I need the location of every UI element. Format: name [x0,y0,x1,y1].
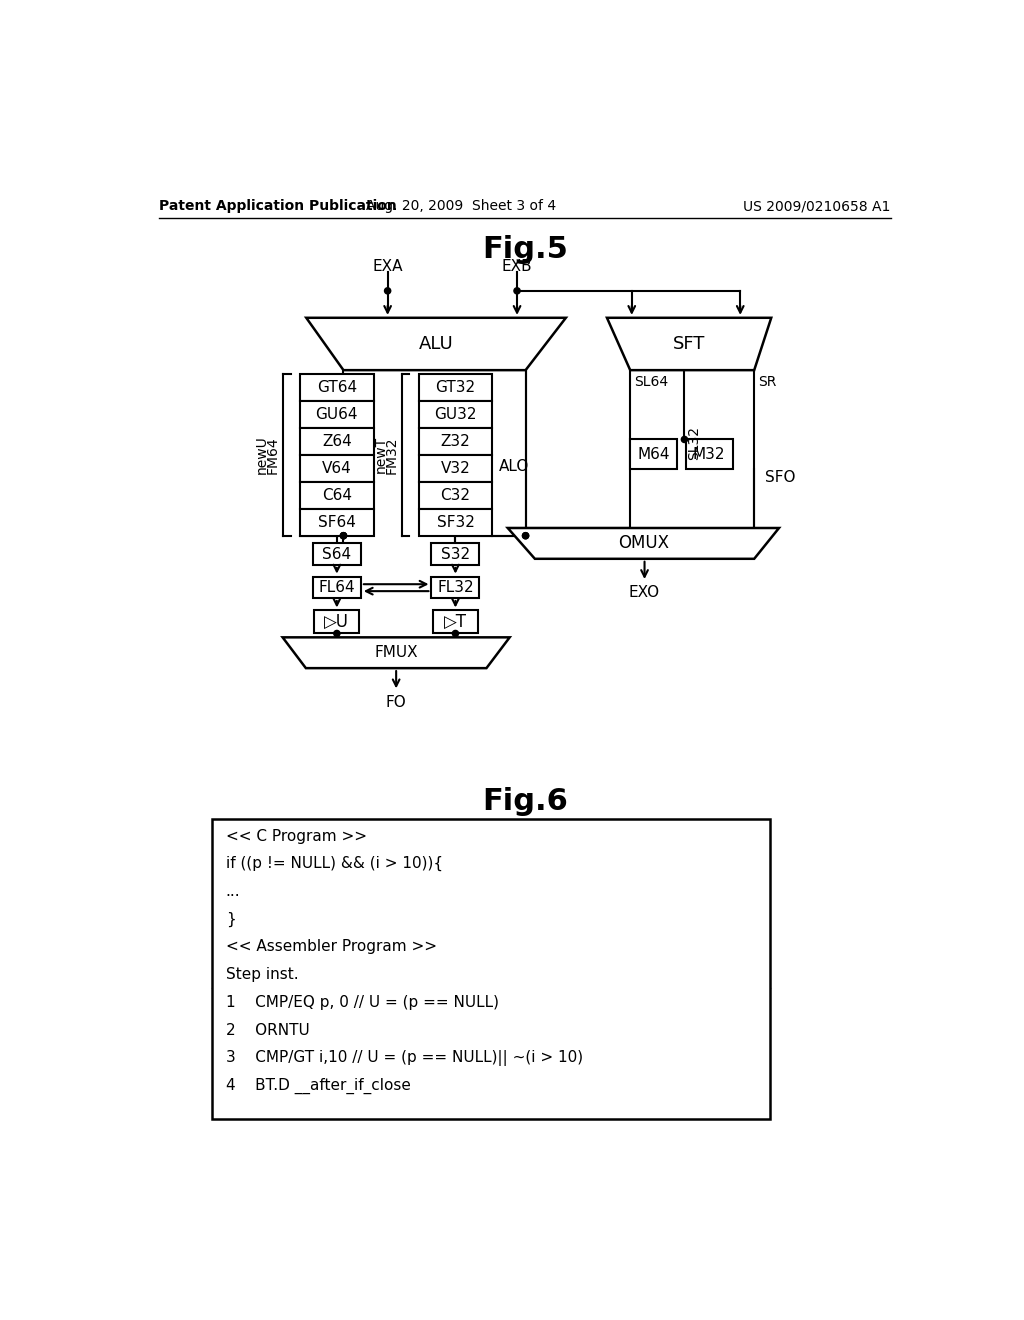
Text: GT64: GT64 [316,380,357,395]
Text: ▷U: ▷U [325,612,349,631]
Text: C32: C32 [440,488,470,503]
Circle shape [522,532,528,539]
Bar [419,482,493,508]
Text: S32: S32 [441,546,470,562]
Circle shape [334,631,340,636]
Bar [300,508,374,536]
Text: << C Program >>: << C Program >> [225,829,367,843]
Circle shape [385,288,391,294]
Circle shape [522,532,528,539]
Text: if ((p != NULL) && (i > 10)){: if ((p != NULL) && (i > 10)){ [225,857,442,871]
Text: Fig.6: Fig.6 [482,787,567,816]
Text: ▷T: ▷T [444,612,467,631]
Text: ALU: ALU [419,335,454,352]
Polygon shape [283,638,510,668]
Text: SF32: SF32 [436,515,474,529]
Text: M32: M32 [693,446,725,462]
Text: Fig.5: Fig.5 [482,235,567,264]
Text: OMUX: OMUX [617,535,669,552]
Text: V64: V64 [322,461,351,475]
Text: US 2009/0210658 A1: US 2009/0210658 A1 [743,199,891,213]
Text: FM64: FM64 [266,436,280,474]
Text: FL64: FL64 [318,579,355,595]
Text: SR: SR [758,375,776,388]
Bar [419,374,493,401]
Text: FMUX: FMUX [375,645,418,660]
Text: 1    CMP/EQ p, 0 // U = (p == NULL): 1 CMP/EQ p, 0 // U = (p == NULL) [225,995,499,1010]
Text: << Assembler Program >>: << Assembler Program >> [225,940,436,954]
Bar [300,428,374,455]
Polygon shape [607,318,771,370]
Circle shape [340,532,346,539]
Text: ...: ... [225,884,241,899]
Text: S64: S64 [323,546,351,562]
Text: 3    CMP/GT i,10 // U = (p == NULL)|| ~(i > 10): 3 CMP/GT i,10 // U = (p == NULL)|| ~(i >… [225,1049,583,1065]
Bar [300,374,374,401]
Text: M64: M64 [637,446,670,462]
Polygon shape [306,318,566,370]
Text: Z64: Z64 [322,434,351,449]
Text: 4    BT.D __after_if_close: 4 BT.D __after_if_close [225,1077,411,1093]
Text: ALO: ALO [499,459,528,474]
Circle shape [681,437,687,442]
Text: EXA: EXA [373,259,402,273]
Polygon shape [508,528,779,558]
Text: GU32: GU32 [434,407,477,422]
Bar [313,577,360,598]
Bar [419,428,493,455]
Text: EXO: EXO [629,585,660,601]
Text: SFT: SFT [673,335,706,352]
Bar [212,818,770,1119]
Text: FO: FO [386,694,407,710]
Text: SFO: SFO [765,470,796,486]
Text: Z32: Z32 [440,434,470,449]
Bar [419,401,493,428]
Text: EXB: EXB [502,259,532,273]
Bar [431,577,479,598]
Text: 2    ORNTU: 2 ORNTU [225,1023,309,1038]
Text: SL32: SL32 [687,426,700,461]
Text: GT32: GT32 [435,380,475,395]
Bar [419,455,493,482]
Bar [433,610,478,634]
Circle shape [514,288,520,294]
Bar [300,482,374,508]
Circle shape [453,631,459,636]
Bar [419,508,493,536]
Bar [314,610,359,634]
Text: FM32: FM32 [384,436,398,474]
Bar [313,544,360,565]
Bar [431,544,479,565]
Text: SF64: SF64 [317,515,355,529]
Bar [686,440,732,469]
Circle shape [340,532,346,539]
Circle shape [340,532,346,539]
Text: GU64: GU64 [315,407,358,422]
Text: SL64: SL64 [634,375,669,388]
Text: Step inst.: Step inst. [225,968,298,982]
Text: }: } [225,912,236,927]
Bar [630,440,677,469]
Text: C64: C64 [322,488,352,503]
Text: newU: newU [255,436,269,474]
Text: V32: V32 [440,461,470,475]
Text: FL32: FL32 [437,579,474,595]
Text: Patent Application Publication: Patent Application Publication [159,199,396,213]
Text: Aug. 20, 2009  Sheet 3 of 4: Aug. 20, 2009 Sheet 3 of 4 [367,199,556,213]
Bar [300,455,374,482]
Text: newT: newT [374,437,388,474]
Bar [300,401,374,428]
